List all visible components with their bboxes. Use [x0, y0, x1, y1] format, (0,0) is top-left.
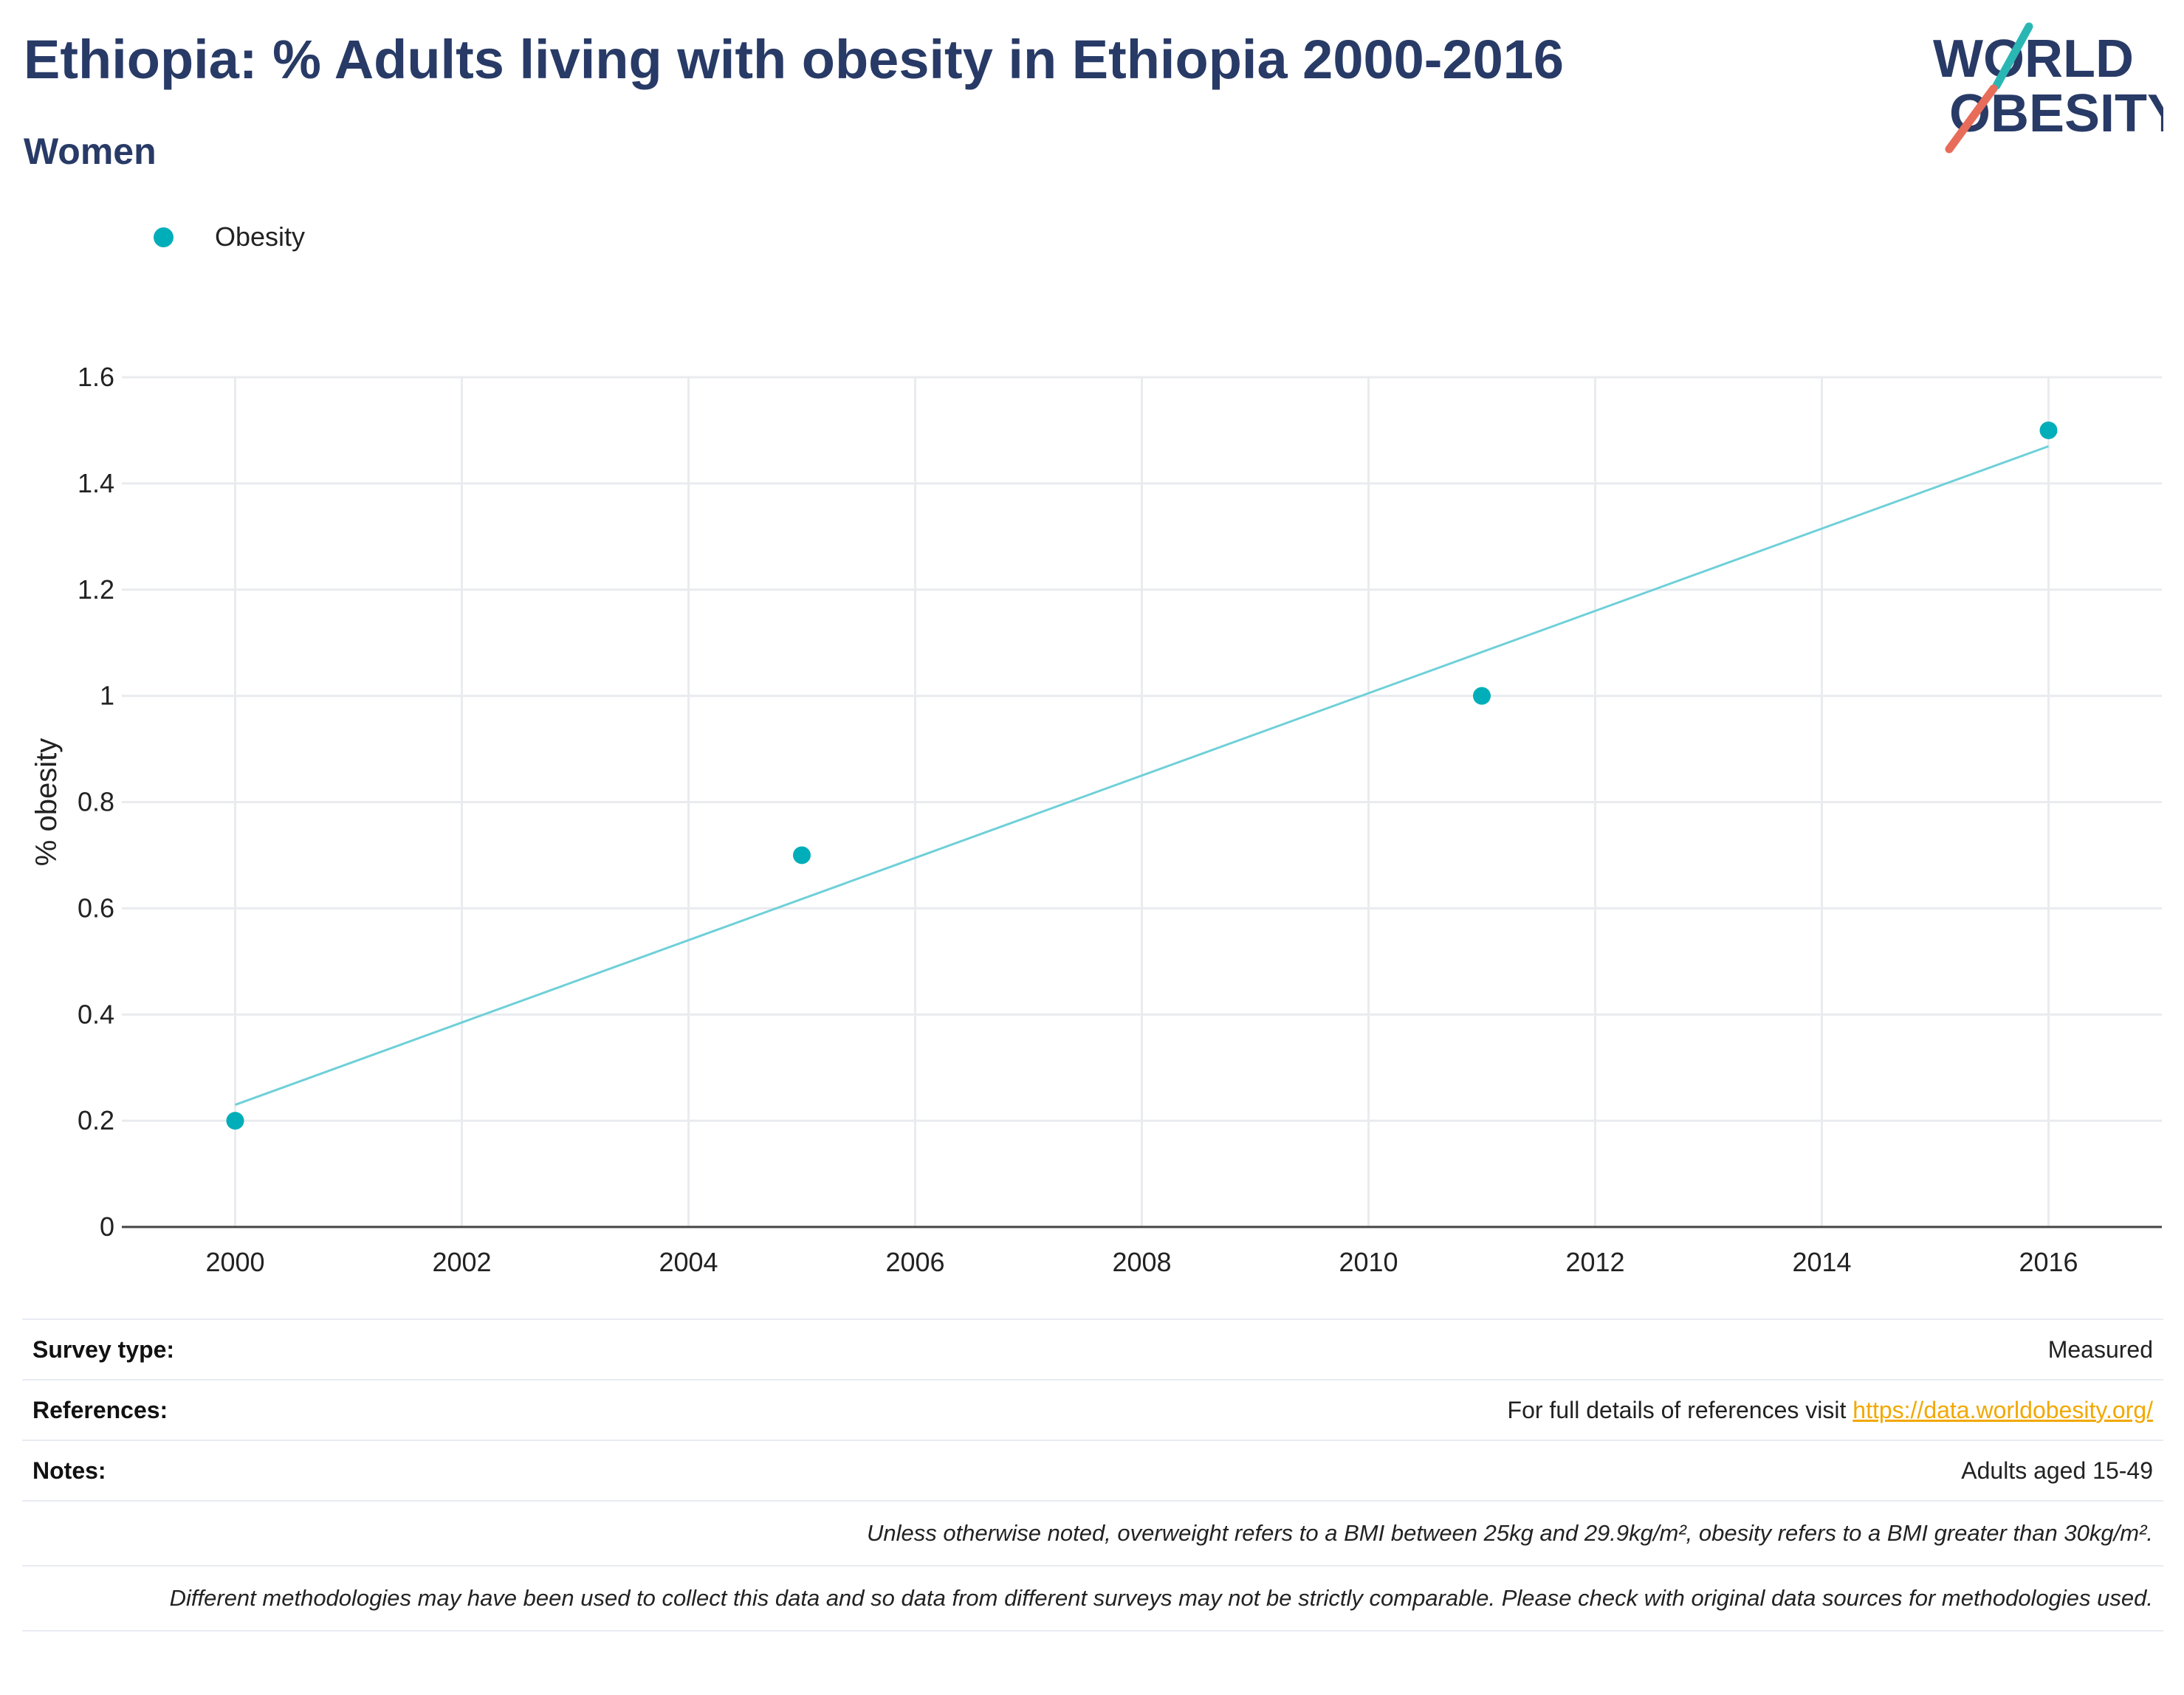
x-tick-label: 2000 [205, 1247, 264, 1277]
info-table-end [22, 1629, 2163, 1632]
methodology-note: Different methodologies may have been us… [22, 1564, 2163, 1630]
logo-slash-teal [1992, 22, 2033, 90]
x-tick-label: 2010 [1339, 1247, 1398, 1277]
legend-label-obesity: Obesity [215, 221, 306, 252]
notes-label: Notes: [32, 1457, 106, 1484]
y-tick-label: 0.6 [78, 893, 114, 923]
data-point-obesity [1473, 687, 1491, 705]
survey-type-label: Survey type: [32, 1335, 175, 1363]
y-tick-label: 0 [100, 1211, 114, 1242]
references-row: References: For full details of referenc… [22, 1379, 2163, 1440]
x-tick-label: 2016 [2019, 1247, 2078, 1277]
scatter-chart: 2000 2002 2004 2006 2008 2010 2012 2014 2016 0 0.2… [30, 362, 2162, 1277]
references-label: References: [32, 1396, 168, 1423]
references-link[interactable]: https://data.worldobesity.org/ [1852, 1396, 2153, 1423]
x-tick-label: 2002 [432, 1247, 491, 1277]
chart-subtitle: Women [24, 131, 157, 172]
y-tick-label: 1.4 [78, 468, 114, 498]
y-tick-label: 0.8 [78, 787, 114, 817]
x-tick-label: 2004 [659, 1247, 718, 1277]
chart-title: Ethiopia: % Adults living with obesity i… [24, 29, 1565, 90]
data-point-obesity [2039, 421, 2058, 439]
survey-type-value: Measured [2047, 1335, 2153, 1363]
data-point-obesity [793, 846, 811, 864]
x-tick-label: 2012 [1565, 1247, 1624, 1277]
logo-slash-coral [1945, 84, 1998, 154]
bmi-definition-note: Unless otherwise noted, overweight refer… [22, 1500, 2163, 1565]
y-tick-label: 1 [100, 681, 114, 711]
legend-marker-obesity [154, 227, 174, 247]
logo-word-obesity: OBESITY [1949, 84, 2163, 143]
notes-value: Adults aged 15-49 [1961, 1457, 2153, 1484]
y-axis-label: % obesity [30, 738, 63, 866]
info-table: Survey type: Measured References: For fu… [22, 1318, 2163, 1632]
x-tick-label: 2014 [1792, 1247, 1851, 1277]
y-tick-label: 0.4 [78, 999, 114, 1029]
data-point-obesity [226, 1112, 244, 1130]
x-tick-label: 2008 [1112, 1247, 1171, 1277]
notes-row: Notes: Adults aged 15-49 [22, 1440, 2163, 1500]
survey-type-row: Survey type: Measured [22, 1318, 2163, 1379]
chart-legend[interactable]: Obesity [154, 221, 305, 252]
x-tick-label: 2006 [885, 1247, 944, 1277]
world-obesity-logo: WORLD OBESITY [1933, 22, 2163, 154]
y-tick-label: 1.2 [78, 574, 114, 605]
y-tick-label: 1.6 [78, 362, 114, 392]
trendline [234, 445, 2050, 1106]
logo-word-world: WORLD [1933, 30, 2134, 89]
y-tick-label: 0.2 [78, 1105, 114, 1135]
references-value: For full details of references visit htt… [1508, 1397, 2153, 1424]
references-text: For full details of references visit [1507, 1396, 1853, 1423]
